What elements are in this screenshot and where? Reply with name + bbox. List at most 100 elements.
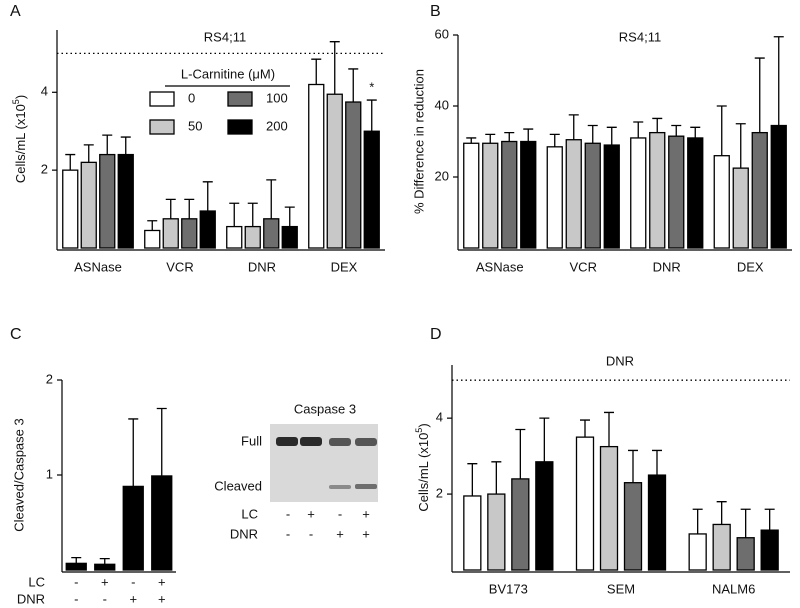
error-bar [773,36,784,126]
condition-name: LC [241,506,258,521]
error-bar [284,206,295,227]
bar [623,482,643,571]
legend-swatch [227,91,253,107]
y-tick-label: 40 [435,97,449,112]
bar [736,537,755,571]
panel-label: B [430,3,441,20]
error-bar [466,137,477,144]
y-tick-label: 4 [41,84,48,99]
error-bar [652,117,663,133]
y-tick-label: 1 [46,466,53,481]
legend-swatch [227,119,253,135]
condition-sign: + [158,574,166,589]
legend-label: 0 [188,90,195,105]
panel-label: D [430,326,442,343]
legend-title: L-Carnitine (μM) [181,66,275,81]
bar [511,478,530,571]
bar [99,153,116,249]
bar [575,436,595,571]
x-tick-label: VCR [166,259,193,274]
bar [546,146,563,249]
condition-sign: - [338,506,342,521]
chart-title: RS4;11 [204,29,246,44]
legend-label: 200 [266,118,288,133]
legend-swatch [149,91,175,107]
x-tick-label: VCR [570,259,597,274]
legend-label: 50 [188,118,202,133]
x-tick-label: DEX [737,259,764,274]
error-bar [485,133,496,144]
x-tick-label: BV173 [489,581,528,596]
blot-row-label: Cleaved [214,478,262,493]
bar [281,225,298,249]
condition-sign: + [101,574,109,589]
error-bar [71,557,82,564]
error-bar [604,411,614,447]
condition-sign: + [158,591,166,606]
condition-sign: - [131,574,135,589]
error-bar [740,508,751,538]
bar [151,475,173,571]
blot-membrane [270,424,378,502]
condition-sign: + [336,526,344,541]
blot-band [355,438,377,446]
blot-title: Caspase 3 [294,401,356,416]
bar [482,142,499,249]
blot-band [300,437,322,446]
error-bar [754,57,765,133]
y-tick-label: 2 [41,162,48,177]
bar [770,124,787,249]
bar [501,140,518,249]
condition-sign: - [74,574,78,589]
bar [308,83,325,249]
bar [487,493,506,571]
error-bar [120,136,131,155]
bar [122,485,144,571]
bar [345,101,362,249]
blot-band [329,438,351,446]
condition-sign: - [103,591,107,606]
bar [363,130,380,249]
x-tick-label: NALM6 [712,581,755,596]
y-axis-label: % Difference in reduction [411,69,426,214]
error-bar [652,449,662,476]
y-axis-label: Cells/mL (x105) [414,423,431,511]
y-axis-label-part: ) [13,95,28,99]
blot-image [270,424,378,502]
x-tick-label: ASNase [74,259,122,274]
y-tick-label: 2 [436,486,443,501]
bar [647,474,667,571]
error-bar [491,461,502,495]
error-bar [716,105,727,156]
error-bar [247,202,258,227]
bar [603,144,620,249]
bar [732,167,749,249]
bar [584,142,601,249]
error-bar [184,198,195,219]
error-bar [568,114,579,140]
error-bar [366,99,377,132]
error-bar [202,181,213,212]
chart-title: RS4;11 [619,29,661,44]
error-bar [671,124,682,137]
error-bar [229,202,240,227]
error-bar [467,463,478,496]
error-bar [735,123,746,169]
error-bar [523,128,534,142]
bar [117,153,134,249]
annotation: * [369,80,374,95]
chart-title: DNR [606,353,634,368]
bar [599,445,619,571]
error-bar [83,144,94,163]
bar [760,529,779,571]
blot-band [276,437,298,446]
blot-band [329,485,351,489]
condition-sign: - [286,526,290,541]
blot-row-label: Full [241,433,262,448]
error-bar [156,407,167,476]
error-bar [580,419,590,438]
bar [94,563,116,571]
condition-sign: - [74,591,78,606]
bar [181,218,198,249]
